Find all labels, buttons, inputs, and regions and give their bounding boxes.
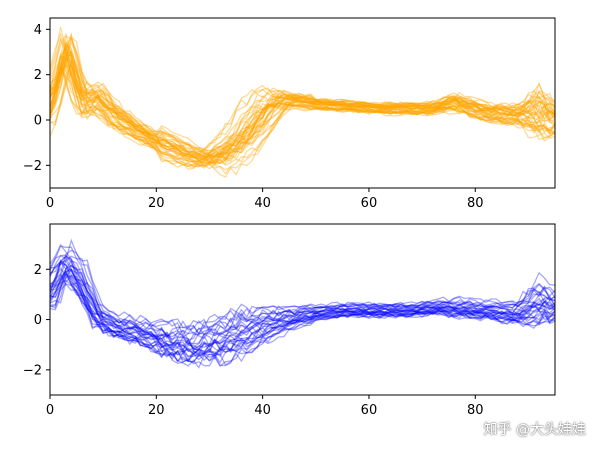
axes-frame [49,223,556,396]
series-line [50,274,555,363]
x-tick-label: 40 [254,403,271,418]
series-line [50,255,555,342]
bottom-blue-panel: 0 20 40 60 80 −2 0 2 [23,223,556,418]
series-line [50,270,555,356]
x-tick-label: 20 [148,196,165,211]
series-line [50,51,555,165]
series-line [50,249,555,337]
series-line [50,57,555,164]
series-line [50,65,555,168]
y-tick-label: 2 [34,68,42,83]
series-line [50,269,555,360]
watermark-text: 知乎 @大头娃娃 [483,422,586,438]
series-line [50,37,555,160]
series-line [50,42,555,163]
x-tick-label: 0 [46,196,54,211]
y-tick-label: 2 [34,263,42,278]
series-line [50,259,555,350]
series-lines [50,26,555,178]
series-line [50,56,555,167]
series-line [50,268,555,357]
series-line [50,32,555,158]
series-line [50,245,555,332]
y-tick-label: 0 [34,114,42,129]
series-line [50,267,555,358]
series-line [50,62,555,168]
series-line [50,26,555,156]
axes-frame [49,17,556,189]
series-line [50,56,555,164]
series-line [50,65,555,170]
top-orange-panel: 0 20 40 60 80 −2 0 2 4 [23,17,556,211]
series-line [50,59,555,175]
series-line [50,34,555,156]
series-line [50,33,555,160]
series-line [50,260,555,350]
series-line [50,54,555,166]
series-line [50,62,555,169]
series-line [50,275,555,366]
series-line [50,268,555,354]
y-tick-label: −2 [23,159,42,174]
series-lines [50,238,555,369]
series-line [50,50,555,162]
series-line [50,273,555,359]
series-line [50,48,555,165]
series-line [50,272,555,364]
series-line [50,43,555,160]
x-tick-label: 40 [254,196,271,211]
series-line [50,36,555,162]
series-line [50,255,555,345]
series-line [50,238,555,334]
x-tick-label: 60 [361,196,378,211]
series-line [50,36,555,153]
x-tick-label: 0 [46,403,54,418]
series-line [50,38,555,157]
series-line [50,254,555,340]
series-line [50,53,555,168]
series-line [50,65,555,171]
series-line [50,51,555,165]
y-tick-label: 4 [34,23,42,38]
x-tick-label: 80 [467,403,484,418]
series-line [50,264,555,353]
series-line [50,41,555,161]
series-line [50,260,555,346]
series-line [50,269,555,363]
series-line [50,64,555,170]
series-line [50,41,555,165]
y-tick-label: 0 [34,313,42,328]
series-line [50,32,555,158]
series-line [50,69,555,178]
series-line [50,279,555,363]
x-tick-label: 80 [467,196,484,211]
series-line [50,66,555,169]
series-line [50,255,555,345]
x-tick-label: 60 [361,403,378,418]
series-line [50,36,555,163]
series-line [50,47,555,165]
series-line [50,43,555,163]
series-line [50,32,555,156]
series-line [50,54,555,166]
series-line [50,254,555,340]
series-line [50,60,555,168]
series-line [50,44,555,159]
y-tick-label: −2 [23,363,42,378]
series-line [50,243,555,338]
series-line [50,263,555,356]
series-line [50,57,555,167]
series-line [50,46,555,163]
series-line [50,264,555,356]
series-line [50,259,555,352]
series-line [50,260,555,353]
series-line [50,274,555,367]
x-tick-label: 20 [148,403,165,418]
series-line [50,283,555,369]
